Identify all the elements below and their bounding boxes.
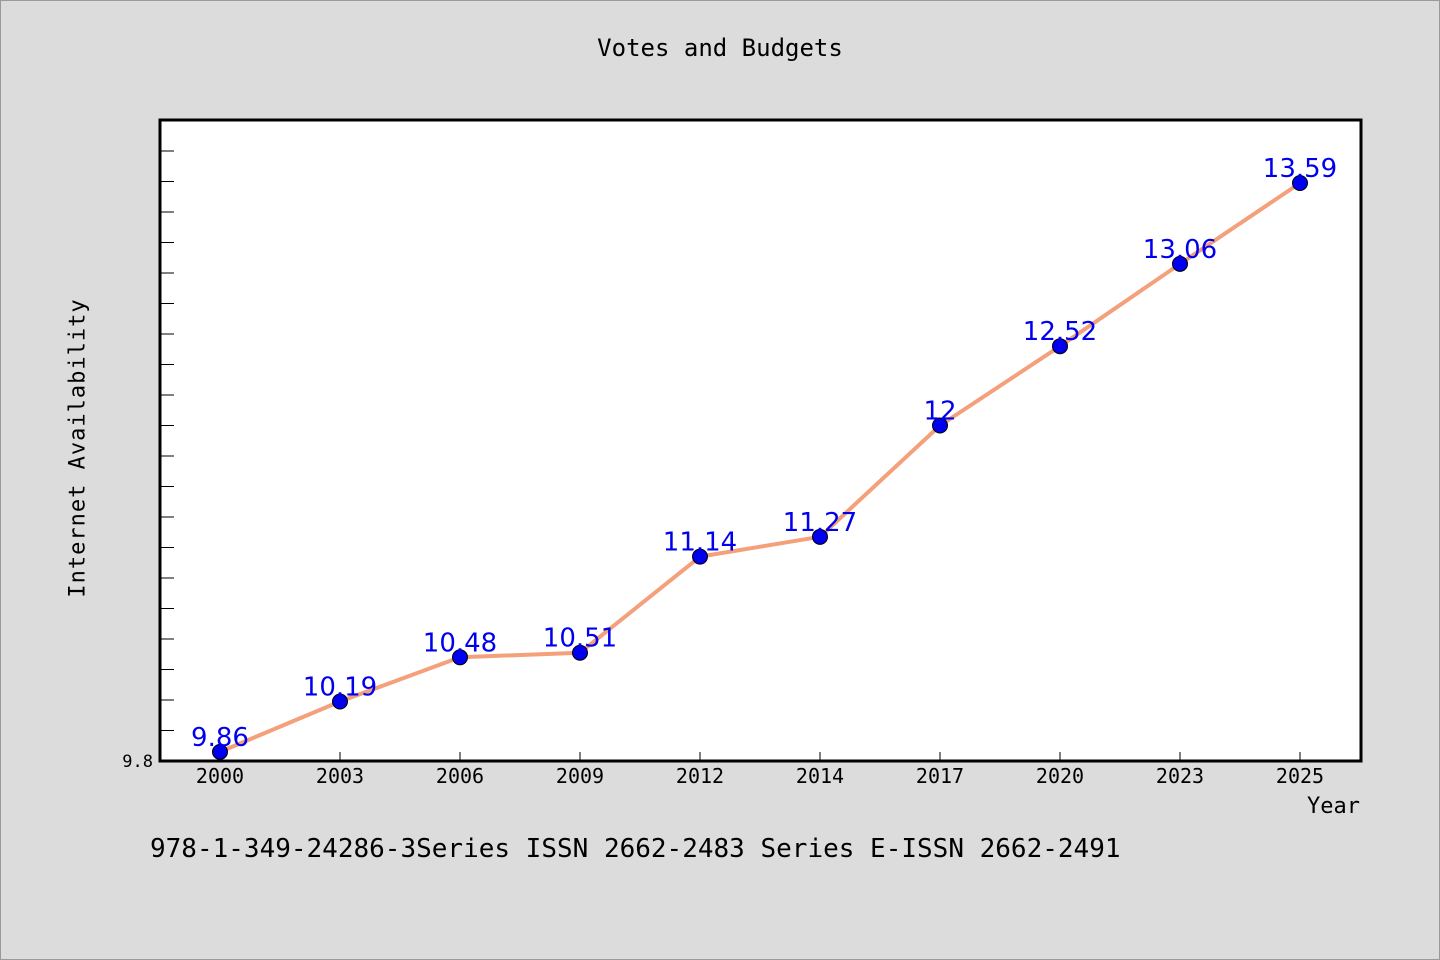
data-label: 9.86 xyxy=(191,723,249,753)
data-point xyxy=(452,649,468,666)
series-group: 9.86 10.19 10.48 10.51 11.14 11.27 12 12.52 13.0… xyxy=(191,154,1337,760)
data-point xyxy=(332,693,348,710)
data-point xyxy=(212,743,228,760)
x-axis-label: Year xyxy=(1307,794,1360,819)
data-label: 11.14 xyxy=(663,528,737,558)
x-tick-label: 2023 xyxy=(1156,764,1204,788)
data-label: 13.59 xyxy=(1263,154,1337,184)
data-point xyxy=(812,528,828,545)
x-tick-label: 2012 xyxy=(676,764,724,788)
x-tick-label: 2017 xyxy=(916,764,964,788)
series-line xyxy=(218,181,1302,754)
y-axis-ticks: 9.8 xyxy=(122,150,174,772)
chart-title: Votes and Budgets xyxy=(597,34,843,62)
x-axis-ticks: 2000 2003 2006 2009 2012 2014 2017 2020 2023 2025 xyxy=(196,752,1324,788)
data-label: 12 xyxy=(923,397,956,427)
data-label: 13.06 xyxy=(1143,235,1217,265)
x-tick-label: 2025 xyxy=(1276,764,1324,788)
data-label: 10.48 xyxy=(423,628,497,658)
data-point xyxy=(1292,175,1308,192)
footnote: 978-1-349-24286-3Series ISSN 2662-2483 S… xyxy=(150,834,1121,864)
data-point xyxy=(1052,338,1068,355)
data-point xyxy=(692,548,708,565)
data-point xyxy=(1172,255,1188,272)
data-label: 10.51 xyxy=(543,624,617,654)
data-point xyxy=(932,417,948,434)
data-label: 10.19 xyxy=(303,673,377,703)
x-tick-label: 2006 xyxy=(436,764,484,788)
x-tick-label: 2000 xyxy=(196,764,244,788)
plot-area xyxy=(158,118,1363,763)
y-tick-label: 9.8 xyxy=(122,752,153,772)
x-tick-label: 2003 xyxy=(316,764,364,788)
x-tick-label: 2009 xyxy=(556,764,604,788)
data-label: 11.27 xyxy=(783,508,857,538)
data-point xyxy=(572,644,588,661)
x-tick-label: 2020 xyxy=(1036,764,1084,788)
x-tick-label: 2014 xyxy=(796,764,844,788)
data-label: 12.52 xyxy=(1023,317,1097,347)
